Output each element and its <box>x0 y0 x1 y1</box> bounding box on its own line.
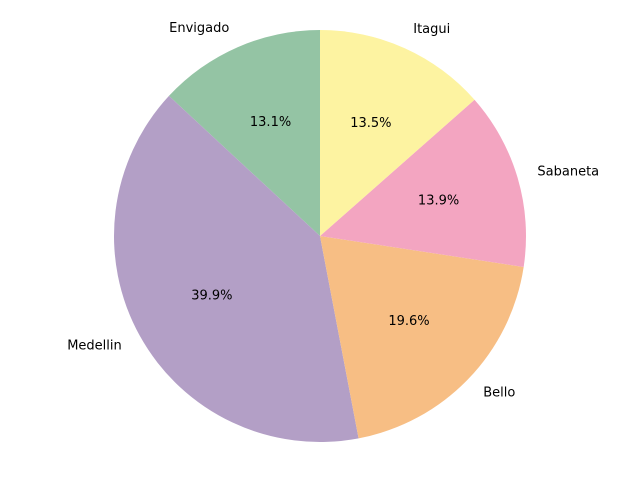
category-label-itagui: Itagui <box>413 22 450 37</box>
pct-label-envigado: 13.1% <box>250 115 291 130</box>
pie-slice-sabaneta <box>320 99 526 267</box>
pct-label-sabaneta: 13.9% <box>418 194 459 209</box>
pct-label-itagui: 13.5% <box>350 116 391 131</box>
pie-slice-medellin <box>114 95 359 442</box>
category-label-sabaneta: Sabaneta <box>537 165 599 180</box>
category-label-medellin: Medellin <box>67 338 122 353</box>
pie-slice-bello <box>320 236 524 439</box>
pct-label-medellin: 39.9% <box>191 288 232 303</box>
pie-slice-envigado <box>168 30 320 236</box>
pct-label-bello: 19.6% <box>388 314 429 329</box>
pie-slice-itagui <box>320 30 475 236</box>
category-label-envigado: Envigado <box>169 21 229 36</box>
pie-labels: 13.1% Envigado 39.9% Medellin 19.6% Bello 13.9… <box>67 21 599 401</box>
category-label-bello: Bello <box>483 386 515 401</box>
pie-slices <box>114 30 526 442</box>
